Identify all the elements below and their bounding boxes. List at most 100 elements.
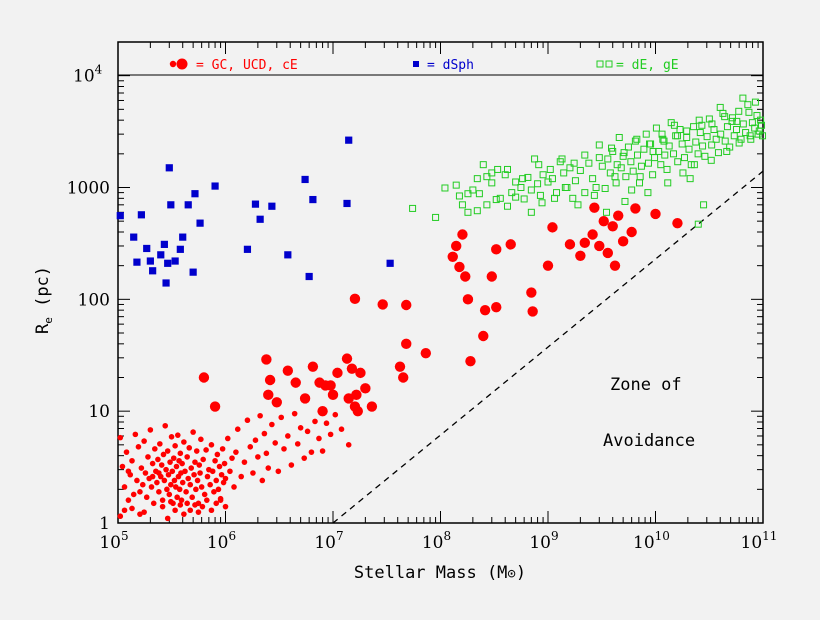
data-point-gc (164, 448, 171, 454)
data-point-gc (198, 484, 205, 490)
data-point-de-ge (585, 159, 593, 167)
data-point-gc-ucd-ce (451, 240, 462, 252)
data-point-gc (168, 498, 174, 505)
data-point-gc (169, 468, 176, 475)
data-point-gc-ucd-ce (351, 389, 362, 401)
data-point-gc (199, 503, 206, 510)
data-point-gc (170, 455, 177, 461)
data-point-gc (185, 475, 192, 482)
data-point-de-ge (670, 121, 678, 129)
data-point-de-ge (748, 119, 756, 127)
data-point-de-ge (685, 145, 693, 153)
data-point-gc (158, 462, 165, 468)
data-point-de-ge (627, 158, 635, 166)
data-point-de-ge (503, 165, 511, 173)
data-point-gc-ucd-ce (209, 401, 221, 412)
data-point-gc (150, 500, 157, 507)
data-point-gc (219, 446, 226, 452)
data-point-de-ge (758, 121, 766, 129)
data-point-de-ge (535, 161, 543, 169)
data-point-de-ge (680, 154, 688, 162)
data-point-de-ge (475, 190, 483, 198)
data-point-gc (269, 421, 275, 428)
data-point-gc (193, 486, 199, 493)
data-point-gc-ucd-ce (264, 374, 276, 386)
data-point-gc (212, 457, 218, 464)
data-point-gc (183, 489, 189, 495)
data-point-gc (187, 481, 194, 488)
data-point-dsph (191, 190, 199, 198)
y-axis-title-sub: e (42, 317, 55, 324)
data-point-gc-ucd-ce (587, 229, 598, 240)
x-tick-label: 109 (529, 529, 558, 553)
y-tick-label-exponent: 4 (95, 63, 103, 77)
data-point-dsph (309, 195, 317, 204)
data-point-gc (218, 471, 225, 478)
data-point-gc-ucd-ce (401, 338, 412, 350)
data-point-de-ge (464, 208, 472, 216)
data-point-de-ge (657, 161, 665, 169)
data-point-gc (121, 507, 128, 514)
legend-marker-dsph (413, 61, 419, 67)
x-tick-label-base: 10 (529, 533, 551, 553)
data-point-gc (149, 473, 156, 480)
data-point-de-ge (519, 175, 527, 183)
data-point-de-ge (696, 129, 704, 137)
data-point-dsph (179, 233, 187, 241)
data-point-gc (164, 486, 170, 493)
data-point-dsph (143, 244, 151, 253)
data-point-de-ge (759, 132, 767, 140)
data-point-gc (221, 460, 228, 467)
data-point-gc (255, 454, 261, 460)
x-tick-label-base: 10 (422, 533, 444, 553)
data-point-de-ge (589, 175, 597, 183)
data-point-de-ge (629, 167, 637, 175)
data-point-dsph (196, 219, 204, 227)
data-point-dsph (305, 272, 313, 281)
data-point-de-ge (701, 152, 709, 160)
data-point-gc (204, 473, 211, 480)
data-point-gc (238, 473, 245, 480)
data-point-gc (156, 470, 162, 476)
data-point-de-ge (473, 175, 481, 183)
data-point-gc-ucd-ce (420, 347, 432, 359)
data-point-gc (174, 494, 180, 501)
data-point-dsph (243, 245, 252, 253)
data-point-gc (323, 420, 330, 427)
data-point-gc (291, 410, 298, 417)
data-point-gc (159, 497, 166, 503)
data-point-de-ge (737, 135, 745, 143)
data-point-de-ge (703, 133, 711, 141)
data-point-de-ge (690, 123, 698, 131)
data-point-gc (192, 502, 198, 508)
data-point-gc (152, 446, 158, 452)
data-point-gc-ucd-ce (564, 239, 576, 250)
data-point-gc (154, 479, 160, 486)
data-point-gc-ucd-ce (650, 208, 661, 220)
y-axis-title: Re (pc) (33, 266, 55, 334)
data-point-de-ge (432, 213, 440, 221)
legend-marker-de-2 (605, 60, 613, 68)
data-point-dsph (284, 251, 292, 259)
data-point-dsph (301, 175, 309, 184)
data-point-de-ge (488, 179, 496, 187)
data-point-gc (222, 475, 229, 482)
data-point-dsph (345, 136, 353, 144)
x-tick-label-base: 10 (314, 533, 336, 553)
x-axis-title-close: ) (516, 563, 526, 583)
data-point-de-ge (628, 186, 636, 194)
y-tick-label: 1000 (67, 178, 110, 198)
data-point-de-ge (652, 124, 660, 132)
data-point-gc (338, 426, 345, 432)
data-point-gc (184, 500, 190, 507)
data-point-gc-ucd-ce (602, 247, 614, 259)
data-point-gc (213, 477, 220, 484)
data-point-dsph (176, 245, 184, 253)
data-point-de-ge (548, 175, 556, 183)
data-point-dsph (386, 259, 394, 267)
data-point-gc-ucd-ce (491, 302, 502, 313)
data-point-gc (259, 477, 266, 484)
data-point-gc-ucd-ce (290, 377, 301, 388)
x-tick-label-exponent: 10 (655, 529, 670, 543)
data-point-gc-ucd-ce (575, 250, 586, 262)
